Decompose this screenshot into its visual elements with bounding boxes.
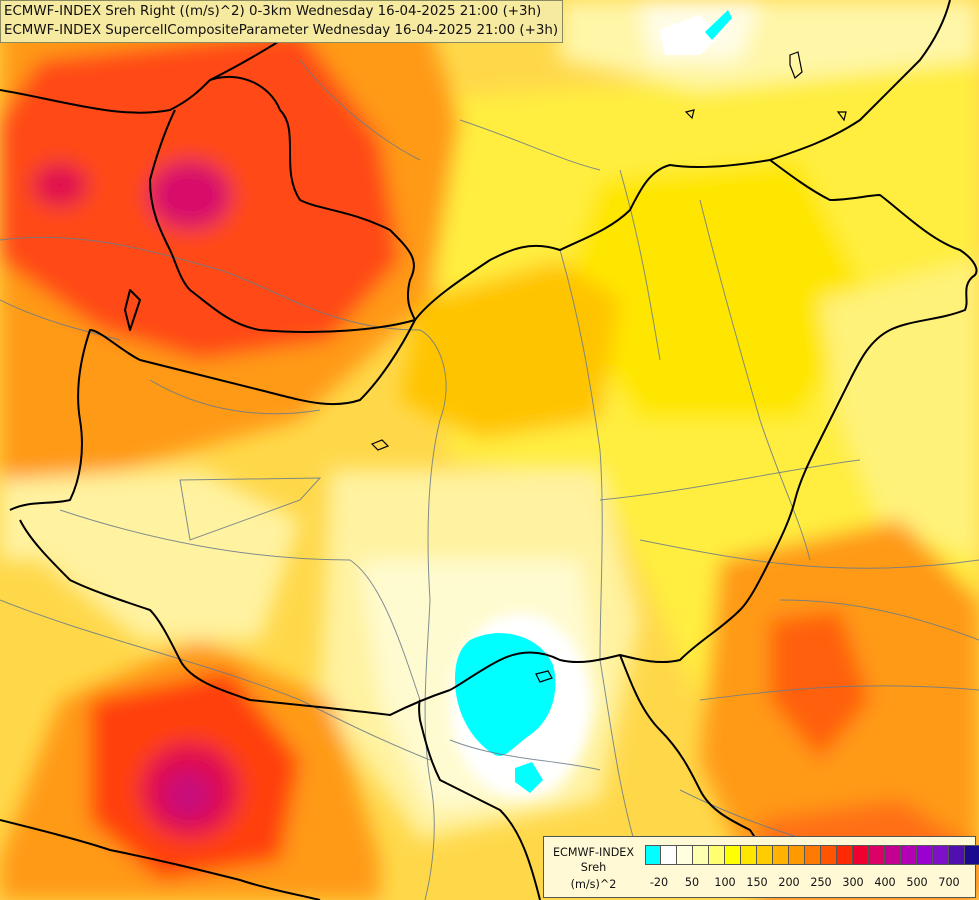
legend-tick-label: 150 [746, 876, 768, 889]
legend-tick-label: 400 [874, 876, 896, 889]
legend-swatch [917, 845, 933, 865]
legend-unit: (m/s)^2 [570, 878, 617, 891]
legend-swatch [677, 845, 693, 865]
legend-swatch [773, 845, 789, 865]
legend-swatch [901, 845, 917, 865]
color-legend: ECMWF-INDEX Sreh (m/s)^2 -20 50 100 150 200 2… [543, 836, 979, 898]
legend-title: ECMWF-INDEX [552, 846, 635, 859]
legend-tick-label: 300 [842, 876, 864, 889]
rivers [0, 59, 979, 900]
legend-swatch [869, 845, 885, 865]
title-line-sreh: ECMWF-INDEX Sreh Right ((m/s)^2) 0-3km W… [4, 4, 542, 19]
legend-swatches [645, 845, 979, 865]
map-title: ECMWF-INDEX Sreh Right ((m/s)^2) 0-3km W… [0, 0, 564, 43]
legend-swatch [693, 845, 709, 865]
legend-tick-label: 100 [714, 876, 736, 889]
legend-tick-label: 200 [778, 876, 800, 889]
legend-swatch [853, 845, 869, 865]
legend-swatch [837, 845, 853, 865]
legend-swatch [965, 845, 979, 865]
legend-swatch [805, 845, 821, 865]
legend-swatch [709, 845, 725, 865]
legend-tick-label: 500 [906, 876, 928, 889]
legend-swatch [821, 845, 837, 865]
legend-swatch [949, 845, 965, 865]
legend-tick-label: 700 [938, 876, 960, 889]
legend-swatch [885, 845, 901, 865]
legend-swatch [789, 845, 805, 865]
negative-sreh-area [455, 633, 556, 756]
legend-swatch [933, 845, 949, 865]
legend-swatch [741, 845, 757, 865]
legend-tick-label: 50 [684, 876, 700, 889]
legend-swatch [725, 845, 741, 865]
legend-variable: Sreh [580, 861, 607, 874]
legend-swatch [757, 845, 773, 865]
legend-swatch [645, 845, 661, 865]
title-line-scp: ECMWF-INDEX SupercellCompositeParameter … [4, 23, 559, 38]
legend-tick-label: 250 [810, 876, 832, 889]
legend-tick-label: -20 [649, 876, 669, 889]
legend-swatch [661, 845, 677, 865]
